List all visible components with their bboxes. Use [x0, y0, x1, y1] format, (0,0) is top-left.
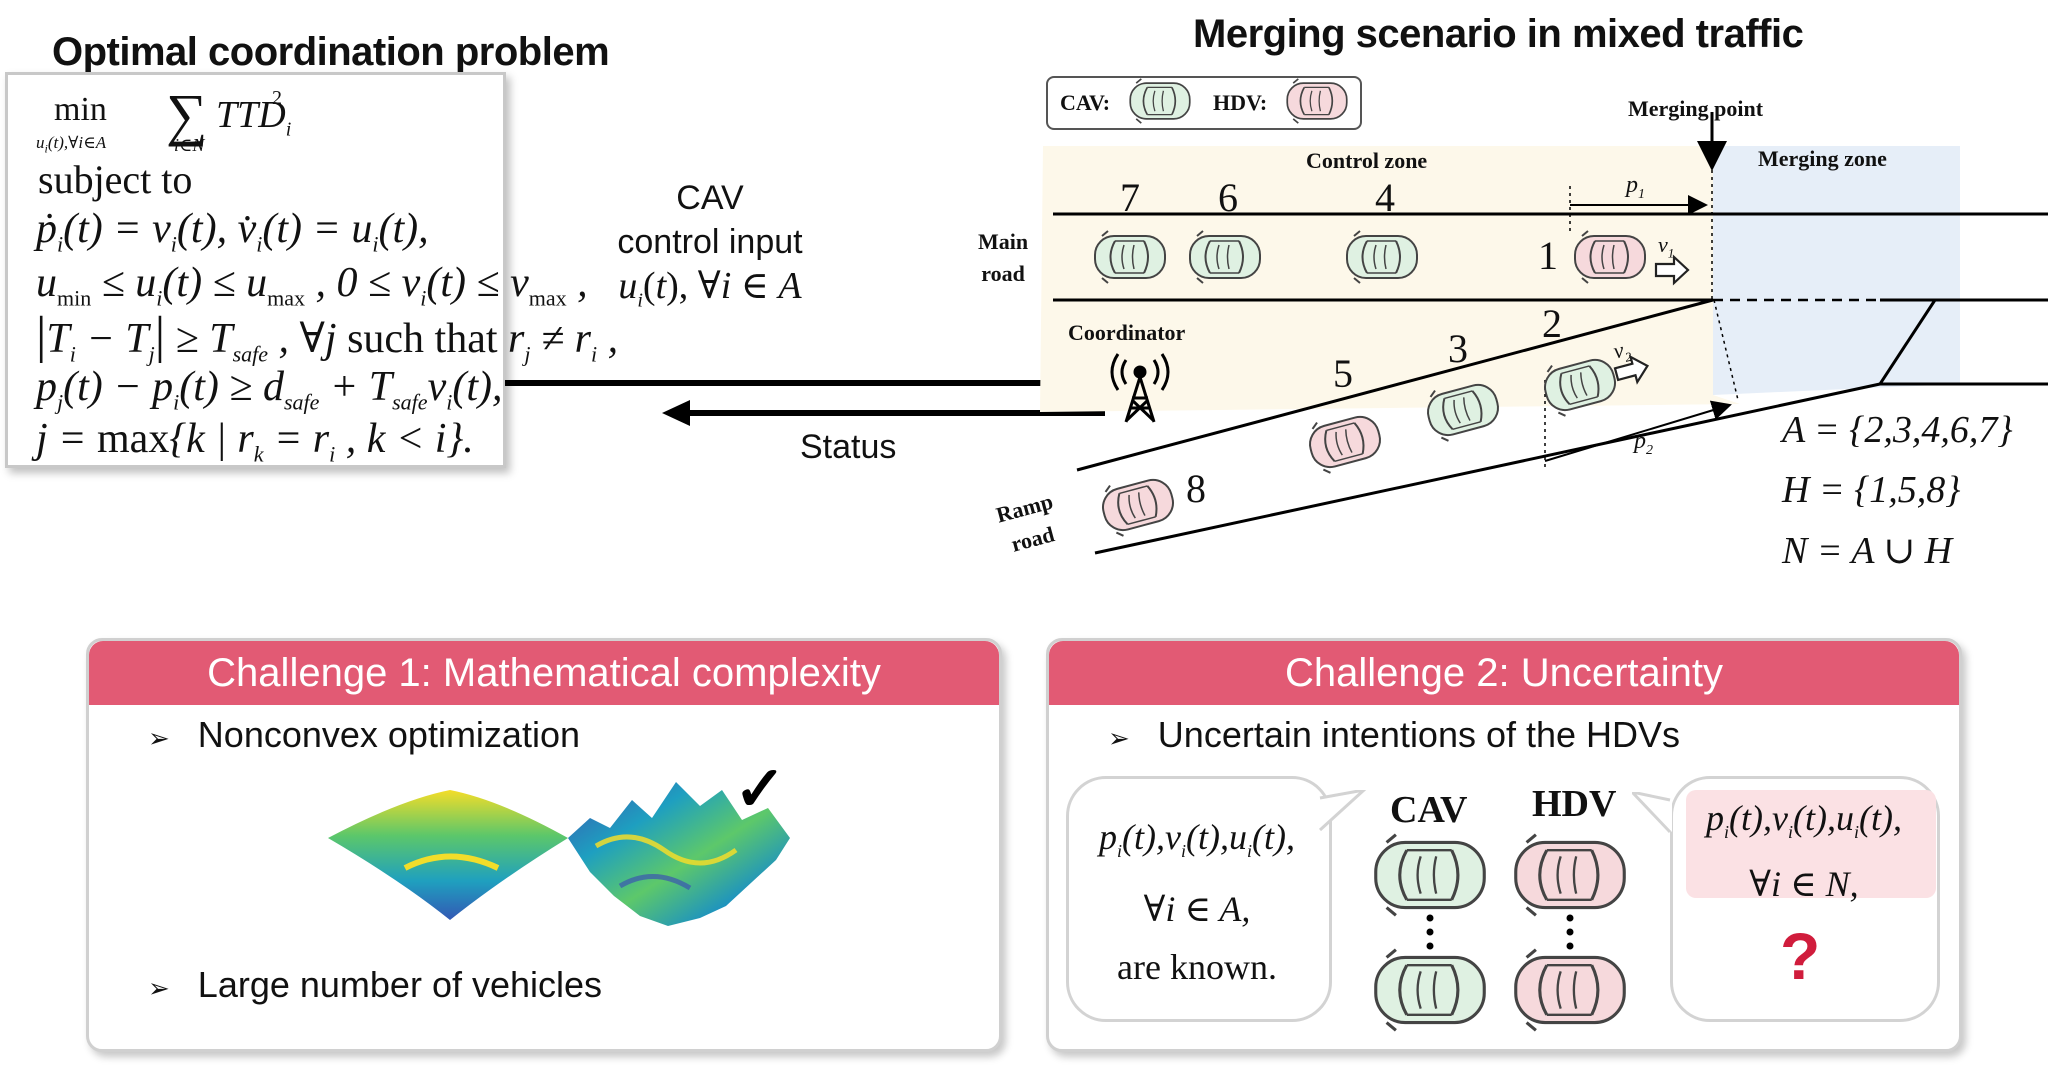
coordinator-antenna-icon [1110, 353, 1170, 423]
objective-term: TTDi [216, 94, 292, 141]
nonconvex-surface-icon [568, 782, 790, 926]
known-info-bubble [1066, 776, 1332, 1022]
merging-zone-label: Merging zone [1758, 146, 1887, 171]
constraint-dynamics: ṗi(t) = vi(t), v̇i(t) = ui(t), [36, 206, 429, 257]
objective-function: min ui(t),∀i∈A ∑ i∈N TTDi 2 [36, 82, 490, 165]
vehicle-number-5: 5 [1333, 351, 1353, 396]
left-panel-title: Optimal coordination problem [52, 30, 610, 74]
challenge1-bullet-nonconvex: ➢ Nonconvex optimization [148, 714, 580, 755]
known-line1: pi(t),vi(t),ui(t), [1099, 817, 1295, 862]
status-label: Status [800, 428, 897, 466]
status-arrow-head [662, 400, 690, 426]
set-n-definition: N = A ∪ H [1782, 530, 1953, 572]
cav-top-icon [1374, 833, 1486, 917]
merging-point-label: Merging point [1628, 96, 1764, 121]
objective-min-subscript: ui(t),∀i∈A [36, 133, 107, 156]
right-panel-title: Merging scenario in mixed traffic [1193, 12, 1804, 56]
unknown-bubble-tail [1632, 792, 1672, 834]
ramp-road-bottom-edge [1094, 382, 1881, 555]
merging-zone-area [1713, 146, 1960, 395]
cav-column-label: CAV [1390, 789, 1468, 831]
cav-ellipsis-icon [1426, 914, 1434, 950]
vehicle-number-4: 4 [1375, 175, 1395, 220]
bullet-arrow-icon: ➢ [1108, 723, 1130, 753]
hdv-top-icon [1514, 833, 1626, 917]
vehicle-number-7: 7 [1120, 175, 1140, 220]
bullet-arrow-icon: ➢ [148, 723, 170, 753]
vehicle-number-6: 6 [1218, 175, 1238, 220]
checkmark-icon: ✓ [734, 755, 786, 824]
objective-term-exponent: 2 [272, 87, 282, 109]
ramp-road-top-edge [1076, 298, 1714, 472]
subject-to-label: subject to [38, 157, 193, 202]
p1-label: p1 [1626, 172, 1645, 202]
challenge1-bullet-vehicles: ➢ Large number of vehicles [148, 964, 603, 1005]
constraint-preceding: j = max{k | rk = ri , k < i}. [36, 416, 474, 467]
challenge1-header: Challenge 1: Mathematical complexity [89, 641, 999, 705]
v1-label: v1 [1658, 232, 1675, 261]
vehicle-number-2: 2 [1542, 301, 1562, 346]
control-input-label: CAV control input ui(t), ∀i ∈ A [560, 176, 860, 323]
bullet-arrow-icon: ➢ [148, 973, 170, 1003]
sum-symbol: ∑ [166, 82, 208, 147]
p2-arrow [1544, 400, 1732, 462]
challenge2-header: Challenge 2: Uncertainty [1049, 641, 1959, 705]
hdv-bottom-icon [1514, 948, 1626, 1032]
constraint-bounds: umin ≤ ui(t) ≤ umax , 0 ≤ vi(t) ≤ vmax , [36, 260, 588, 311]
hdv-ellipsis-icon [1566, 914, 1574, 950]
control-input-line3: ui(t), ∀i ∈ A [618, 265, 802, 312]
constraint-safety-time: |Ti − Tj| ≥ Tsafe , ∀j such that rj ≠ ri… [36, 307, 619, 367]
cav-bottom-icon [1374, 948, 1486, 1032]
unknown-info-text: pi(t),vi(t),ui(t), ∀i ∈ N, [1670, 792, 1938, 910]
challenge2-bullet-uncertain: ➢ Uncertain intentions of the HDVs [1108, 714, 1681, 755]
p2-label: p2 [1634, 428, 1653, 458]
vehicle-number-1: 1 [1538, 233, 1558, 278]
objective-min: min [54, 91, 107, 128]
challenge1-box: Challenge 1: Mathematical complexity [86, 638, 1002, 1052]
known-bubble-tail [1318, 790, 1367, 832]
hdv-column-label: HDV [1532, 783, 1617, 825]
unknown-line1: pi(t),vi(t),ui(t), [1706, 798, 1902, 843]
legend-hdv-label: HDV: [1213, 90, 1268, 115]
set-h-definition: H = {1,5,8} [1782, 469, 1961, 511]
control-input-line1: CAV [676, 179, 744, 217]
known-info-text: pi(t),vi(t),ui(t), ∀i ∈ A, are known. [1066, 808, 1328, 996]
vehicle-number-3: 3 [1448, 326, 1468, 371]
coordinator-label: Coordinator [1068, 320, 1186, 345]
legend-cav-label: CAV: [1060, 90, 1111, 115]
control-zone-label: Control zone [1306, 148, 1428, 173]
known-line2: ∀i ∈ A, [1143, 889, 1251, 930]
main-road-label: Main road [978, 229, 1029, 286]
vehicle-number-8: 8 [1186, 466, 1206, 511]
unknown-info-highlight [1686, 790, 1936, 898]
control-input-line2: control input [617, 223, 803, 261]
constraint-safety-distance: pj(t) − pi(t) ≥ dsafe + Tsafevi(t), [36, 364, 503, 415]
set-a-definition: A = {2,3,4,6,7} [1782, 409, 2013, 451]
known-line3: are known. [1117, 947, 1277, 988]
question-mark-icon: ? [1780, 919, 1821, 993]
unknown-line2: ∀i ∈ N, [1749, 864, 1859, 905]
optimization-problem-box [5, 72, 506, 468]
objective-sum-subscript: i∈N [174, 135, 205, 155]
